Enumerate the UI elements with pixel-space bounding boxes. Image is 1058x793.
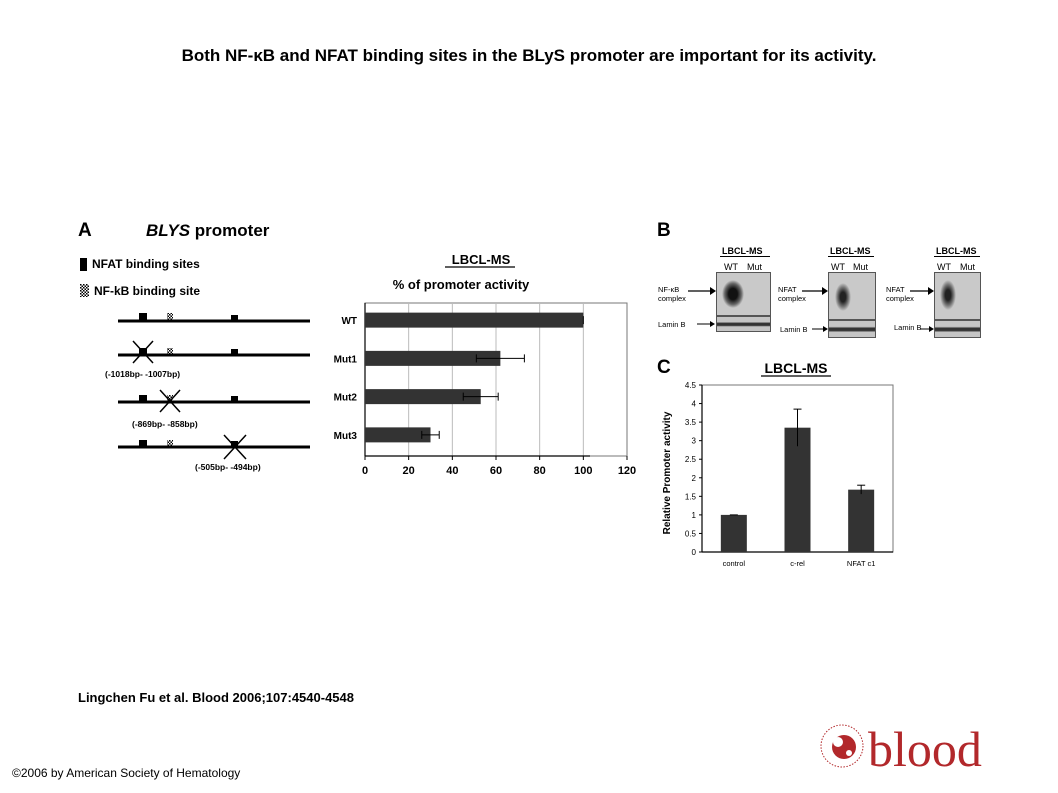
chart-a-bar [365, 312, 584, 328]
panel-b-letter: B [657, 220, 671, 241]
chart-a-title: LBCL-MS [452, 252, 511, 267]
blot1-cell-underline [720, 256, 770, 257]
blot1-lane-mut: Mut [747, 262, 763, 272]
panel-a-heading-gene: BLYS [146, 221, 191, 240]
chart-a-tick-label: 0 [362, 465, 368, 477]
blot1-complex-label: NF-κB complex [658, 285, 686, 303]
chart-a-category-label: Mut1 [334, 354, 358, 365]
chart-a-tick-label: 20 [403, 465, 415, 477]
chart-c-tick-label: 2.5 [685, 455, 697, 464]
chart-c-bar [848, 489, 875, 552]
mut2-position-label: (-869bp- -858bp) [132, 419, 198, 429]
blot2-loading-arrow-icon [812, 326, 828, 332]
chart-c-tick-label: 2 [692, 474, 697, 483]
copyright: ©2006 by American Society of Hematology [12, 766, 241, 780]
blot1-cell-label: LBCL-MS [722, 246, 763, 256]
blot3-emsa-image [934, 272, 981, 320]
blot3-lane-wt: WT [937, 262, 951, 272]
nfat-legend-swatch [80, 258, 87, 271]
chart-a-category-label: Mut3 [334, 431, 358, 442]
chart-c-tick-label: 3.5 [685, 418, 697, 427]
chart-c-tick-label: 4 [692, 400, 697, 409]
citation: Lingchen Fu et al. Blood 2006;107:4540-4… [78, 690, 354, 705]
blot1-loading-arrow-icon [697, 321, 715, 327]
chart-a-tick-label: 60 [490, 465, 502, 477]
mut1-position-label: (-1018bp- -1007bp) [105, 369, 181, 379]
panel-a-heading: BLYS promoter [146, 221, 269, 241]
construct-mut1 [118, 340, 310, 364]
blot3-cell-underline [934, 256, 980, 257]
blot3-cell-label: LBCL-MS [936, 246, 977, 256]
blot3-lane-mut: Mut [960, 262, 976, 272]
nfkb-legend-swatch [80, 284, 89, 297]
blot2-lane-wt: WT [831, 262, 845, 272]
chart-c-tick-label: 1.5 [685, 492, 697, 501]
chart-c-bar [784, 427, 811, 552]
chart-a-tick-label: 80 [534, 465, 546, 477]
blood-journal-seal-icon [820, 724, 864, 768]
panel-a-heading-rest: promoter [190, 221, 270, 240]
chart-c-category-label: NFAT c1 [847, 559, 875, 568]
blot3-arrow-icon [910, 287, 934, 295]
blot2-loading-label: Lamin B [780, 325, 808, 334]
promoter-constructs [118, 313, 310, 460]
blot3-loading-arrow-icon [920, 326, 934, 332]
mut3-position-label: (-505bp- -494bp) [195, 462, 261, 472]
chart-a-bar [365, 350, 501, 366]
chart-c-category-label: control [723, 559, 746, 568]
nfat-legend-label: NFAT binding sites [92, 257, 200, 271]
chart-c-tick-label: 0 [692, 548, 697, 557]
chart-c-category-label: c-rel [790, 559, 805, 568]
blot2-lane-mut: Mut [853, 262, 869, 272]
blot2-cell-label: LBCL-MS [830, 246, 871, 256]
promoter-activity-chart: LBCL-MS % of promoter activity 0 20 40 60 80… [334, 252, 637, 477]
blot3-complex-label: NFAT complex [886, 285, 914, 303]
blot3-loading-label: Lamin B [894, 323, 922, 332]
construct-wt [118, 313, 310, 323]
blot1-arrow-icon [688, 287, 716, 295]
panel-a-letter: A [78, 220, 92, 241]
chart-a-tick-label: 40 [446, 465, 458, 477]
chart-c-title: LBCL-MS [765, 360, 828, 376]
blot1-lane-wt: WT [724, 262, 738, 272]
chart-a-bar [365, 389, 481, 405]
blot1-lamin-image [716, 316, 771, 332]
blot2-cell-underline [828, 256, 874, 257]
page-title: Both NF-κB and NFAT binding sites in the… [181, 46, 877, 65]
chart-a-category-label: Mut2 [334, 393, 358, 404]
blood-logo-text: blood [868, 721, 982, 777]
panel-c-letter: C [657, 357, 671, 378]
blot2-complex-label: NFAT complex [778, 285, 806, 303]
nfkb-legend-label: NF-kB binding site [94, 284, 200, 298]
blot2-emsa-image [828, 272, 876, 320]
chart-a-subtitle: % of promoter activity [393, 277, 530, 292]
chart-c-tick-label: 4.5 [685, 381, 697, 390]
blot1-emsa-image [716, 272, 771, 316]
blot2-arrow-icon [802, 287, 828, 295]
chart-c-tick-label: 0.5 [685, 529, 697, 538]
chart-c-ylabel: Relative Promoter activity [662, 411, 673, 534]
construct-mut2 [118, 389, 310, 413]
blot1-loading-label: Lamin B [658, 320, 686, 329]
chart-a-tick-label: 100 [574, 465, 592, 477]
chart-c-tick-label: 1 [692, 511, 697, 520]
chart-a-bar [365, 427, 431, 443]
chart-c-bar [720, 514, 747, 552]
relative-activity-chart: LBCL-MS Relative Promoter activity 0 0.5 1… [662, 360, 894, 568]
blot2-lamin-image [828, 320, 876, 338]
construct-mut3 [118, 434, 310, 460]
blot3-lamin-image [934, 320, 981, 338]
chart-a-tick-label: 120 [618, 465, 636, 477]
chart-c-tick-label: 3 [692, 437, 697, 446]
chart-a-category-label: WT [341, 316, 357, 327]
